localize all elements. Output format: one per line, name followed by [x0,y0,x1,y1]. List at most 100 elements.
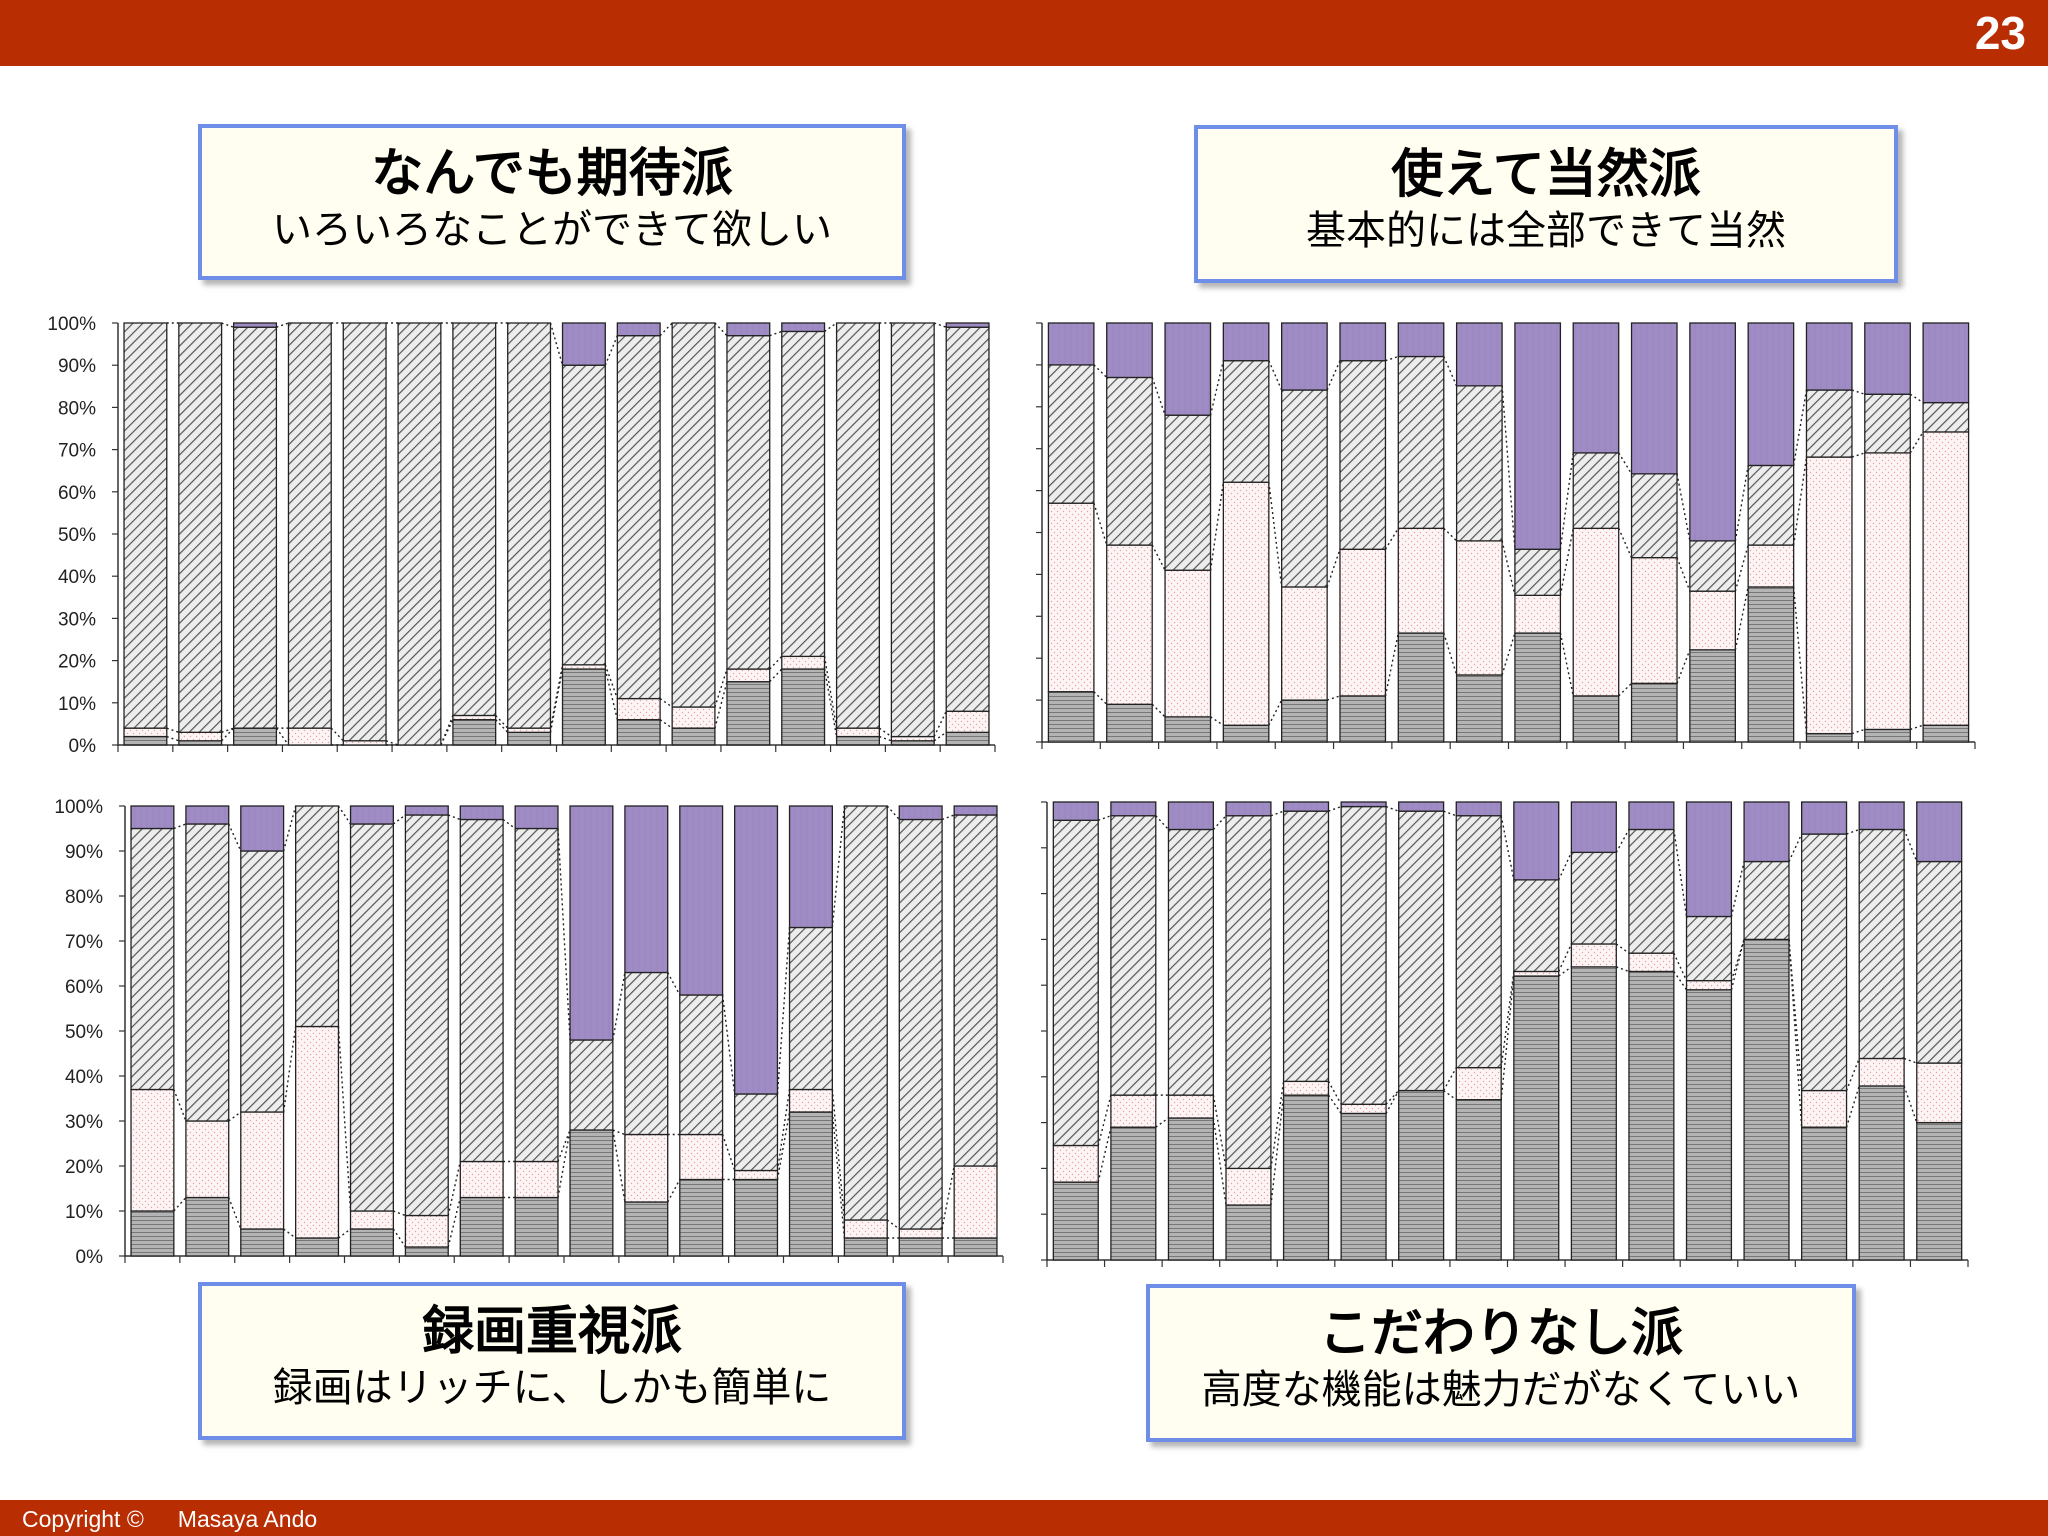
bar-segment-dotted [1282,1080,1330,1096]
series-connector [1501,632,1516,676]
series-connector [1155,1117,1169,1128]
bar-segment-dotted [1800,1089,1848,1128]
series-connector [1558,852,1573,881]
bar-segment-dotted [404,1214,449,1248]
series-connector [282,1026,297,1113]
bar-segment-dotted [1689,590,1736,651]
bar-segment-horizontal-lines [233,727,278,746]
bar-segment-purple [1398,801,1445,812]
bar-segment-purple [1340,801,1387,808]
series-connector [1151,544,1166,571]
bar-segment-hatched [1225,815,1272,1170]
bar-segment-hatched [1916,860,1963,1064]
series-connector [1676,557,1691,592]
bar-segment-horizontal-lines [452,719,497,746]
series-connector [1385,1090,1400,1114]
series-connector [1851,728,1866,735]
bar-segment-hatched [233,326,278,729]
series-connector [824,322,837,333]
bar-segment-dotted [349,1210,394,1230]
bar-segment-purple [1455,801,1502,817]
series-connector [447,814,461,821]
bar-segment-hatched [945,326,990,712]
bar-segment-horizontal-lines [835,735,880,746]
series-connector [1559,452,1574,550]
bar-segment-hatched [1398,810,1445,1092]
series-connector [1328,805,1342,812]
bar-segment-hatched [1222,360,1270,483]
series-connector [1909,393,1924,404]
series-connector [604,664,619,699]
bar-segment-dotted [945,710,990,733]
series-connector [769,668,783,683]
bar-segment-horizontal-lines [349,1228,394,1257]
bar-segment-purple [349,805,394,825]
series-connector [337,805,352,825]
series-connector [557,1129,571,1162]
bar-segment-hatched [397,322,442,746]
bar-segment-horizontal-lines [1455,674,1503,743]
series-connector [228,823,242,852]
bar-segment-horizontal-lines [1225,1204,1272,1261]
series-connector [1615,829,1630,853]
series-connector [549,664,564,729]
segment-title: なんでも期待派 [371,144,733,204]
bar-segment-horizontal-lines [1339,695,1387,743]
bar-segment-purple [1864,322,1911,395]
bar-segment-dotted [726,668,771,683]
series-connector [1384,527,1399,550]
bar-segment-horizontal-lines [843,1237,888,1257]
series-connector [1618,528,1633,558]
series-connector [1903,829,1918,862]
bar-segment-dotted [1747,544,1795,588]
bar-segment-purple [1397,322,1445,358]
series-connector [1845,1058,1860,1091]
series-connector [1210,716,1224,726]
series-connector [276,322,289,328]
series-connector [1500,815,1515,880]
series-connector [823,668,838,737]
bar-segment-purple [1282,801,1330,812]
bar-segment-dotted [1281,586,1328,701]
bar-segment-dotted [843,1219,888,1239]
series-connector [338,1228,351,1239]
bar-segment-dotted [1340,1103,1387,1115]
bar-segment-dotted [1397,527,1445,634]
series-connector [941,814,955,821]
y-tick-label: 100% [54,797,103,818]
series-connector [1903,1057,1918,1064]
series-connector [659,698,673,708]
series-connector [557,1129,571,1198]
bar-segment-dotted [1628,952,1675,973]
series-connector [1673,971,1688,991]
bar-segment-purple [1167,801,1215,831]
series-connector [1385,805,1399,812]
bar-segment-dotted [1922,431,1970,726]
bar-segment-horizontal-lines [561,668,606,746]
bar-segment-hatched [178,322,223,733]
series-connector [1097,1094,1112,1146]
bar-segment-horizontal-lines [1570,966,1617,1261]
series-connector [173,1089,187,1122]
bar-segment-hatched [130,827,175,1091]
bar-segment-hatched [185,823,230,1122]
bar-segment-hatched [123,322,168,729]
bar-segment-horizontal-lines [1800,1126,1848,1261]
bar-segment-hatched [1164,414,1212,571]
series-connector [549,668,564,733]
series-connector [1443,810,1457,817]
series-connector [447,1161,461,1216]
segment-title: 録画重視派 [421,1302,682,1362]
series-connector [1501,385,1516,550]
bar-segment-purple [514,805,559,830]
bar-segment-dotted [287,727,332,746]
copyright-label: Copyright © [22,1506,144,1532]
series-connector [1268,699,1283,726]
series-connector [392,1228,406,1248]
series-connector [612,1129,626,1203]
series-connector [823,656,838,729]
bar-segment-dotted [240,1111,285,1230]
bar-segment-hatched [1747,464,1795,546]
series-connector [1846,828,1860,835]
series-connector [1558,966,1572,977]
